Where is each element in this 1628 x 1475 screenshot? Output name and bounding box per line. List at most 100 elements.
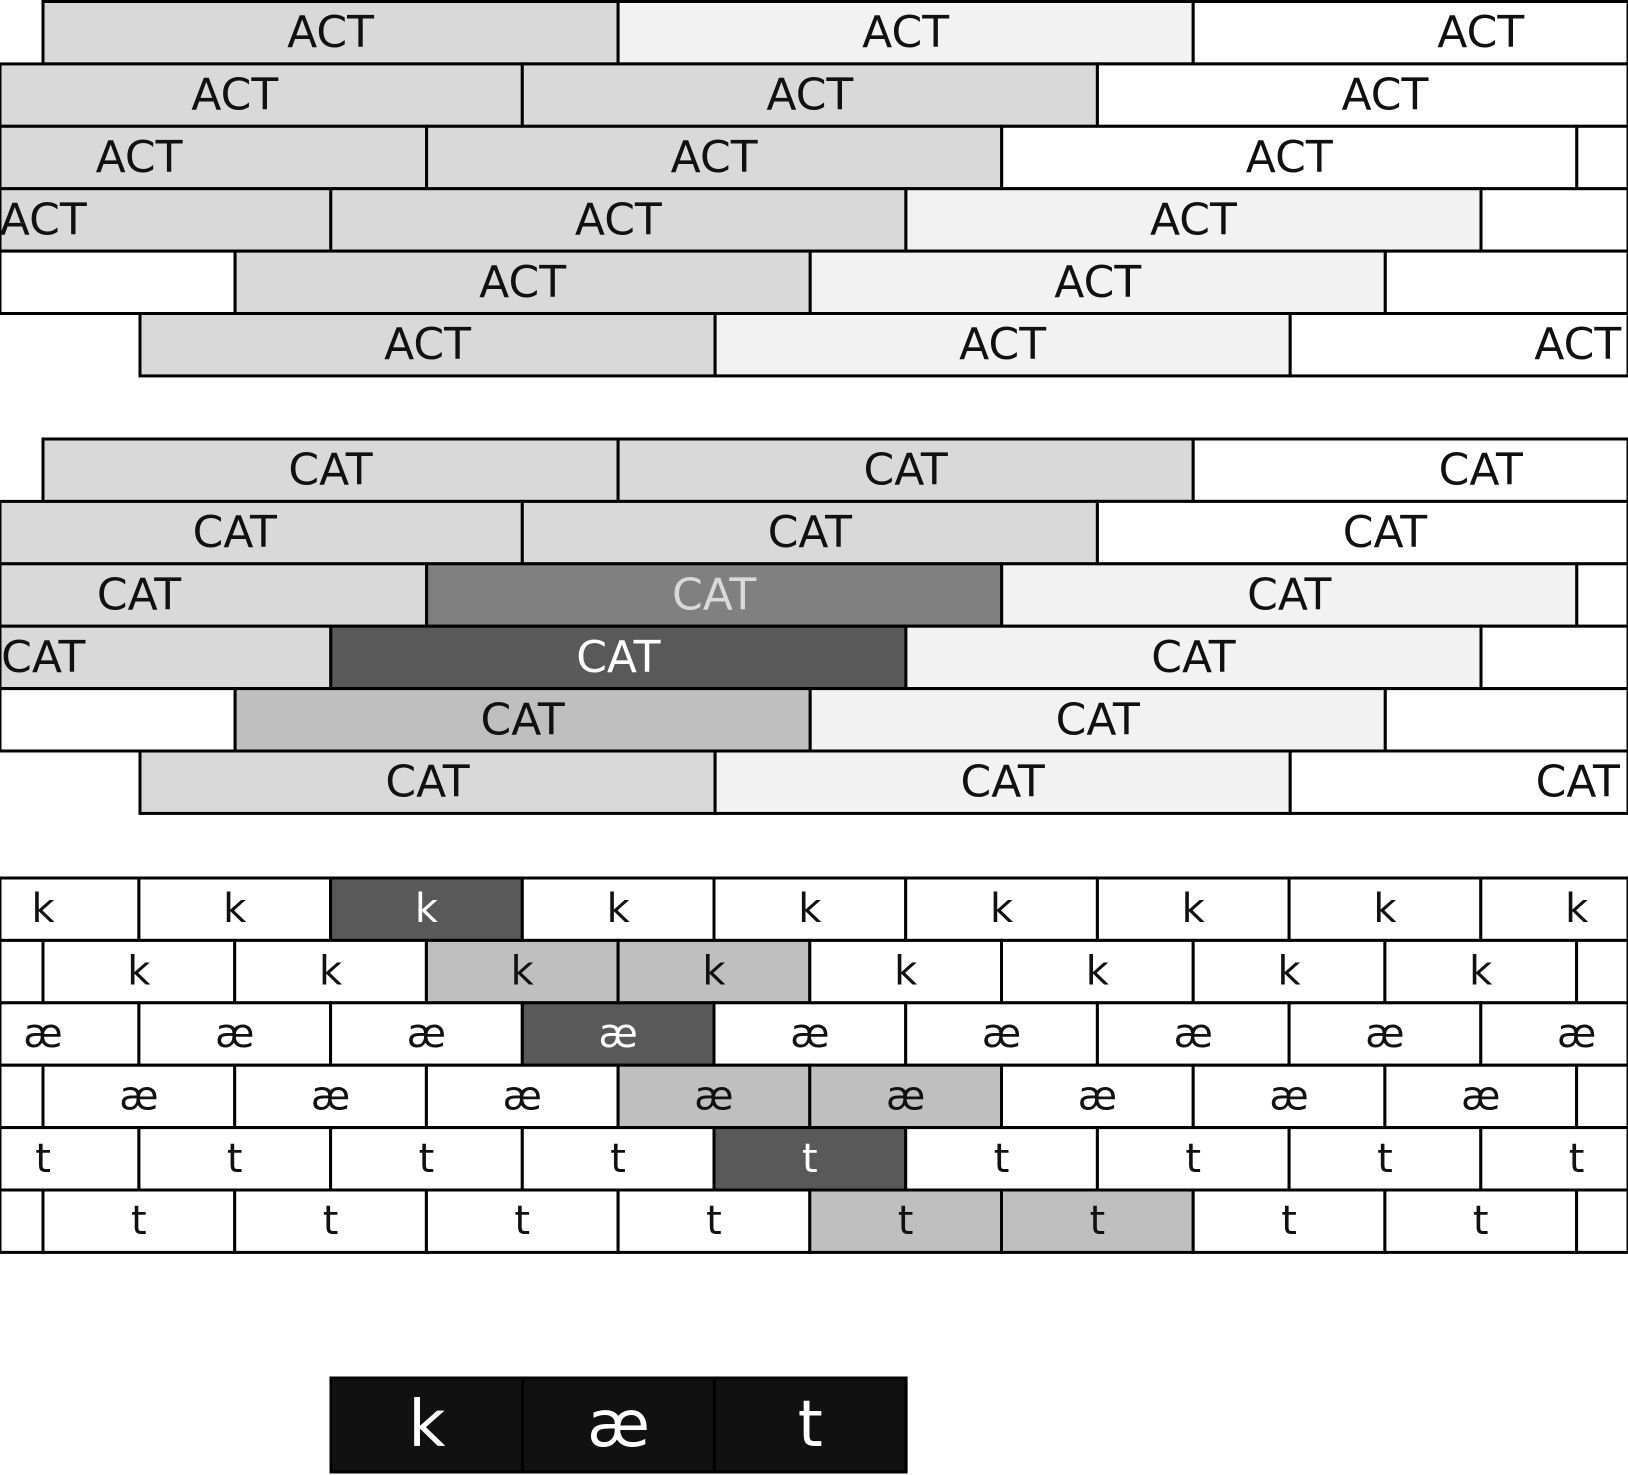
output-phoneme-box <box>521 1376 716 1474</box>
cat-unit-box <box>904 624 1483 691</box>
cat-unit-box <box>425 562 1004 628</box>
act-unit-box <box>0 124 429 191</box>
phoneme-label: æ <box>886 1073 925 1119</box>
output-phoneme-label: t <box>798 1388 823 1462</box>
phoneme-label: æ <box>407 1011 446 1057</box>
cat-unit-label: CAT <box>1056 694 1140 745</box>
cat-unit-label: CAT <box>288 445 372 496</box>
phoneme-cell <box>329 1001 524 1067</box>
phoneme-cell <box>0 938 45 1005</box>
phoneme-cell <box>520 1126 716 1192</box>
cat-unit-box <box>0 562 429 628</box>
phoneme-cell <box>712 1126 908 1192</box>
phoneme-cell <box>616 1063 812 1130</box>
cat-unit-label: CAT <box>193 507 277 558</box>
phoneme-label: k <box>319 949 343 995</box>
cat-unit-label: CAT <box>672 570 756 621</box>
act-unit-box <box>1479 187 1628 253</box>
phoneme-cell <box>0 1126 141 1192</box>
phoneme-label: k <box>894 949 918 995</box>
act-unit-box <box>1191 0 1628 66</box>
act-unit-label: ACT <box>479 257 566 308</box>
cat-unit-box <box>808 687 1387 753</box>
phoneme-cell <box>424 1063 620 1130</box>
cat-unit-box <box>233 687 812 753</box>
phoneme-cell <box>1000 1063 1195 1130</box>
phoneme-cell <box>41 938 237 1005</box>
output-phoneme-box <box>712 1376 908 1474</box>
cat-unit-box <box>0 687 237 753</box>
phoneme-cell <box>233 938 428 1005</box>
phoneme-label: t <box>706 1198 722 1244</box>
phoneme-cell <box>41 1063 237 1130</box>
phoneme-cell <box>1479 1126 1628 1192</box>
phoneme-label: æ <box>1461 1073 1500 1119</box>
phoneme-label: t <box>35 1136 51 1182</box>
phoneme-label: æ <box>1557 1011 1596 1057</box>
phoneme-label: k <box>415 886 439 932</box>
cat-unit-box <box>1575 562 1628 628</box>
act-unit-label: ACT <box>191 70 278 121</box>
phoneme-label: k <box>798 886 822 932</box>
cat-unit-label: CAT <box>97 570 181 621</box>
phoneme-cell <box>1479 876 1628 942</box>
phoneme-cell <box>41 1188 237 1254</box>
phoneme-cell <box>808 1063 1003 1130</box>
phoneme-cell <box>1479 1001 1628 1067</box>
phoneme-cell <box>1575 1188 1628 1254</box>
cat-unit-label: CAT <box>864 445 948 496</box>
phoneme-label: æ <box>694 1073 733 1119</box>
cat-unit-label: CAT <box>1343 507 1427 558</box>
phoneme-cell <box>1191 1063 1387 1130</box>
phoneme-cell <box>1575 1063 1628 1130</box>
act-unit-label: ACT <box>766 70 853 121</box>
phoneme-label: k <box>1277 949 1301 995</box>
act-unit-box <box>808 249 1387 316</box>
phoneme-label: æ <box>1174 1011 1213 1057</box>
phoneme-label: æ <box>599 1011 638 1057</box>
act-unit-box <box>0 249 237 316</box>
act-unit-label: ACT <box>287 7 374 58</box>
phoneme-label: t <box>610 1136 626 1182</box>
cat-unit-label: CAT <box>1536 757 1620 808</box>
act-unit-label: ACT <box>671 132 758 183</box>
phoneme-label: k <box>1086 949 1110 995</box>
cat-unit-label: CAT <box>1247 570 1331 621</box>
cat-unit-label: CAT <box>1439 445 1523 496</box>
cat-unit-box <box>520 499 1099 566</box>
phoneme-label: æ <box>215 1011 254 1057</box>
phoneme-cell <box>424 1188 620 1254</box>
cat-unit-label: CAT <box>961 757 1045 808</box>
act-unit-label: ACT <box>862 7 949 58</box>
act-unit-box <box>41 0 620 66</box>
act-unit-label: ACT <box>1534 319 1621 370</box>
phoneme-label: k <box>702 949 726 995</box>
cat-unit-box <box>1095 499 1628 566</box>
cat-unit-box <box>1479 624 1628 691</box>
phoneme-label: t <box>1377 1136 1393 1182</box>
cat-unit-label: CAT <box>1 632 85 683</box>
phoneme-label: k <box>1469 949 1493 995</box>
cat-unit-box <box>138 749 717 815</box>
cat-unit-label: CAT <box>768 507 852 558</box>
phoneme-label: æ <box>1269 1073 1308 1119</box>
phoneme-cell <box>0 1001 141 1067</box>
phoneme-label: æ <box>23 1011 62 1057</box>
act-unit-box <box>1383 249 1628 316</box>
act-unit-label: ACT <box>1054 257 1141 308</box>
cat-unit-box <box>1383 687 1628 753</box>
phoneme-cell <box>1575 938 1628 1005</box>
act-unit-box <box>138 312 717 378</box>
cat-unit-box <box>1191 437 1628 503</box>
cat-unit-label: CAT <box>481 694 565 745</box>
phoneme-cell <box>1383 1063 1579 1130</box>
act-unit-box <box>520 62 1099 128</box>
phoneme-label: k <box>1182 886 1206 932</box>
phoneme-label: k <box>127 949 151 995</box>
phoneme-cell <box>712 1001 908 1067</box>
phoneme-label: æ <box>503 1073 542 1119</box>
act-unit-box <box>1095 62 1628 128</box>
